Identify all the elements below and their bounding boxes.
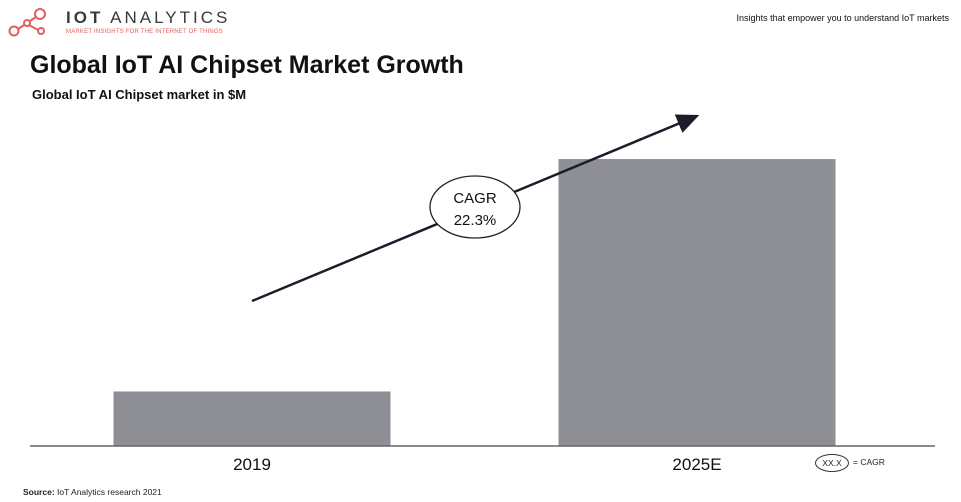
source-label: Source: (23, 487, 55, 497)
bar-2025e (558, 159, 836, 447)
cagr-label: CAGR (453, 190, 497, 207)
cagr-value: 22.3% (454, 212, 497, 229)
brand-light: ANALYTICS (110, 8, 231, 27)
source-text: IoT Analytics research 2021 (54, 487, 162, 497)
legend-oval-symbol: XX.X (815, 454, 849, 472)
chart-title: Global IoT AI Chipset Market Growth (30, 51, 464, 79)
legend-label: = CAGR (853, 457, 885, 467)
bar-2019 (113, 391, 391, 446)
brand-tagline: MARKET INSIGHTS FOR THE INTERNET OF THIN… (66, 29, 223, 35)
brand-logo: IOT ANALYTICS MARKET INSIGHTS FOR THE IN… (6, 6, 236, 42)
header-tagline: Insights that empower you to understand … (736, 13, 949, 23)
x-tick-label: 2025E (672, 455, 721, 474)
cagr-bubble (429, 175, 521, 239)
source-note: Source: IoT Analytics research 2021 (23, 487, 162, 497)
network-nodes-icon (8, 8, 46, 37)
chart-subtitle: Global IoT AI Chipset market in $M (32, 87, 247, 102)
cagr-legend: XX.X = CAGR (815, 454, 925, 474)
brand-name: IOT ANALYTICS (66, 8, 230, 28)
brand-bold: IOT (66, 8, 104, 27)
x-tick-label: 2019 (233, 455, 271, 474)
